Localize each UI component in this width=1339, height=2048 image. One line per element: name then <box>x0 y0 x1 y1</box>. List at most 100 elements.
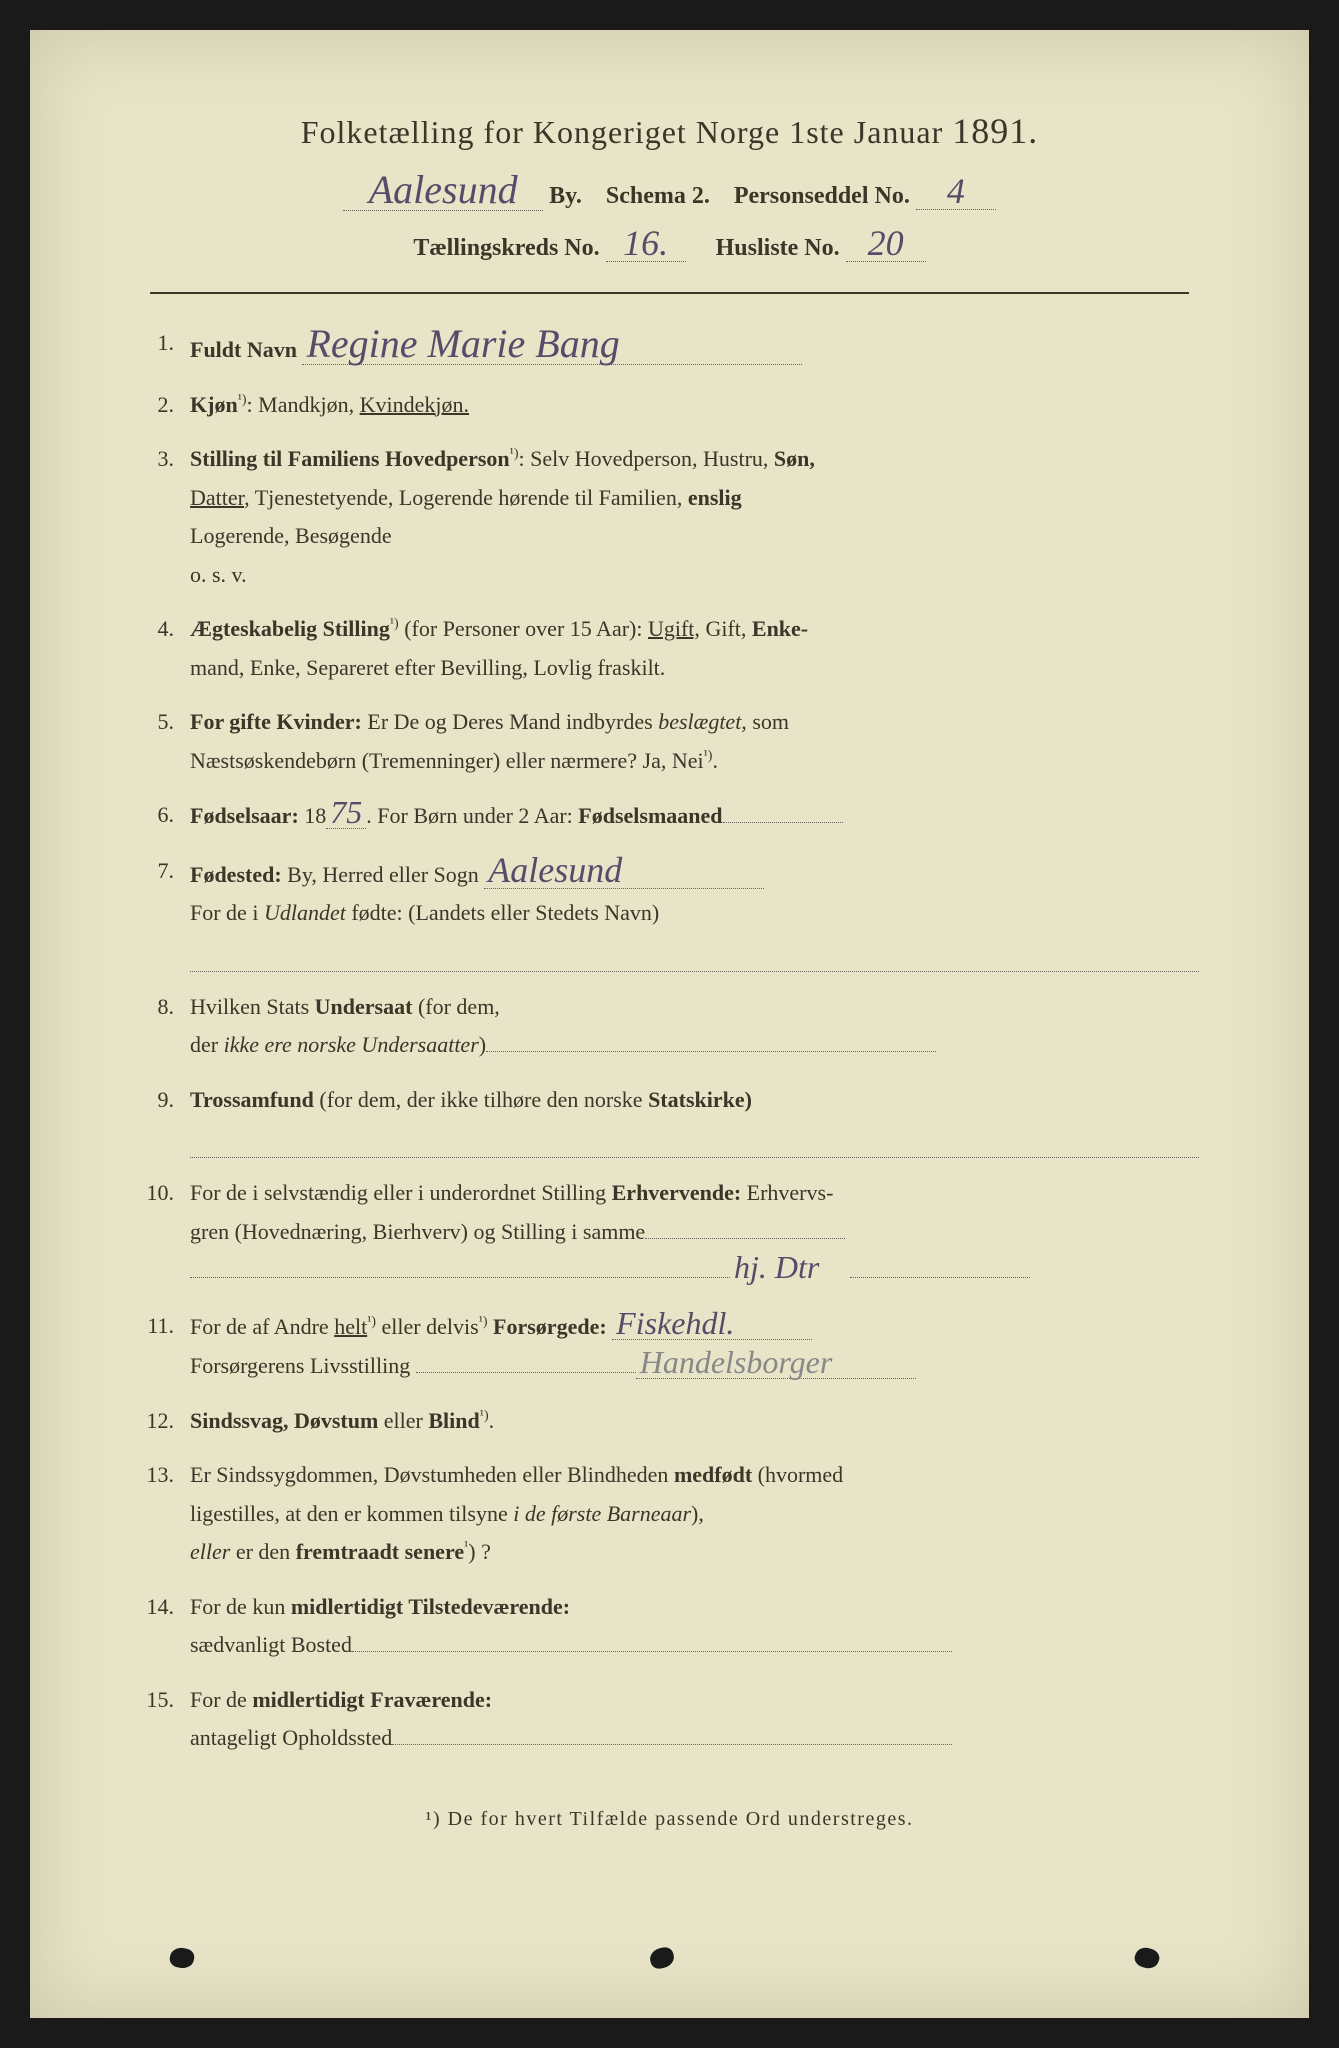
blank-line <box>190 1123 1199 1158</box>
field-label-2: Fødselsmaaned <box>578 803 722 828</box>
row-num: 14. <box>140 1588 190 1665</box>
row-11-supported: 11. For de af Andre helt¹) eller delvis¹… <box>140 1307 1199 1386</box>
row-content: Er Sindssygdommen, Døvstumheden eller Bl… <box>190 1456 1199 1572</box>
italic-text: beslægtet, <box>658 709 747 734</box>
underlined: helt <box>334 1314 367 1339</box>
kreds-line: Tællingskreds No. 16. Husliste No. 20 <box>120 225 1219 262</box>
text: : Selv Hovedperson, Hustru, <box>519 446 774 471</box>
field-label: midlertidigt Tilstedeværende: <box>291 1594 570 1619</box>
supported-hw2: Handelsborger <box>636 1346 916 1379</box>
row-7-birthplace: 7. Fødested: By, Herred eller Sogn Aales… <box>140 852 1199 972</box>
census-form-page: Folketælling for Kongeriget Norge 1ste J… <box>30 30 1309 2018</box>
text: ) ? <box>468 1539 491 1564</box>
field-label: Ægteskabelig Stilling <box>190 616 390 641</box>
row-num: 6. <box>140 796 190 836</box>
row-8-citizenship: 8. Hvilken Stats Undersaat (for dem, der… <box>140 988 1199 1065</box>
text: Gift, <box>700 616 752 641</box>
husliste-no: 20 <box>846 225 926 262</box>
kreds-no: 16. <box>606 225 686 262</box>
italic-text: ikke ere norske Undersaatter <box>224 1032 479 1057</box>
blank-line <box>352 1630 952 1652</box>
blank-line <box>645 1217 845 1239</box>
text: ) <box>479 1032 486 1057</box>
row-14-temporary-present: 14. For de kun midlertidigt Tilstedevære… <box>140 1588 1199 1665</box>
gender-selected: Kvindekjøn. <box>360 392 469 417</box>
row-9-religion: 9. Trossamfund (for dem, der ikke tilhør… <box>140 1081 1199 1159</box>
punch-hole-icon <box>1132 1944 1161 1971</box>
text: eller <box>378 1408 428 1433</box>
city-label: By. <box>549 183 582 209</box>
text: eller delvis <box>376 1314 479 1339</box>
footnote-ref: ¹) <box>367 1315 376 1330</box>
text: Logerende, Besøgende <box>190 523 392 548</box>
text: For de af Andre <box>190 1314 334 1339</box>
footnote-ref: ¹) <box>510 447 519 462</box>
row-content: Fødselsaar: 1875. For Børn under 2 Aar: … <box>190 796 1199 836</box>
punch-hole-icon <box>648 1945 676 1971</box>
header-divider <box>150 292 1189 294</box>
supported-hw1: Fiskehdl. <box>612 1307 812 1340</box>
personseddel-no: 4 <box>916 173 996 210</box>
text: fødte: (Landets eller Stedets Navn) <box>346 900 659 925</box>
footnote-ref: ¹) <box>238 392 247 407</box>
text: For de i <box>190 900 264 925</box>
footnote-ref: ¹) <box>390 617 399 632</box>
row-6-birthyear: 6. Fødselsaar: 1875. For Børn under 2 Aa… <box>140 796 1199 836</box>
title-year: 1891. <box>952 111 1038 151</box>
occupation-hw: hj. Dtr <box>730 1251 850 1283</box>
text: (for dem, der ikke tilhøre den norske <box>314 1087 648 1112</box>
row-num: 10. <box>140 1174 190 1291</box>
gender-text: : Mandkjøn, <box>247 392 360 417</box>
birthyear-hw: 75 <box>326 796 366 829</box>
field-label: For gifte Kvinder: <box>190 709 362 734</box>
text: (for dem, <box>412 994 499 1019</box>
text: ), <box>691 1501 704 1526</box>
row-content: Trossamfund (for dem, der ikke tilhøre d… <box>190 1081 1199 1159</box>
text: gren (Hovednæring, Bierhverv) og Stillin… <box>190 1219 645 1244</box>
title-text: Folketælling for Kongeriget Norge 1ste J… <box>301 114 944 150</box>
text: Er De og Deres Mand indbyrdes <box>362 709 658 734</box>
row-content: For gifte Kvinder: Er De og Deres Mand i… <box>190 703 1199 780</box>
marital-selected: Ugift, <box>648 616 700 641</box>
text: antageligt Opholdssted <box>190 1725 392 1750</box>
text: o. s. v. <box>190 562 247 587</box>
row-content: Sindssvag, Døvstum eller Blind¹). <box>190 1402 1199 1441</box>
blank-line <box>190 1256 730 1278</box>
field-label: Trossamfund <box>190 1087 314 1112</box>
footnote-ref: ¹) <box>704 748 713 763</box>
text: Tjenestetyende, Logerende hørende til Fa… <box>250 485 688 510</box>
city-handwritten: Aalesund <box>343 170 543 211</box>
position-selected: Datter, <box>190 485 250 510</box>
text: 18 <box>299 803 327 828</box>
text: sædvanligt Bosted <box>190 1632 352 1657</box>
field-label: Erhvervende: <box>612 1180 742 1205</box>
row-3-position: 3. Stilling til Familiens Hovedperson¹):… <box>140 440 1199 594</box>
field-label: Sindssvag, Døvstum <box>190 1408 378 1433</box>
row-content: For de kun midlertidigt Tilstedeværende:… <box>190 1588 1199 1665</box>
punch-hole-icon <box>168 1946 195 1970</box>
row-content: Stilling til Familiens Hovedperson¹): Se… <box>190 440 1199 594</box>
field-label: midlertidigt Fraværende: <box>252 1687 492 1712</box>
text: (hvormed <box>752 1462 843 1487</box>
row-content: Hvilken Stats Undersaat (for dem, der ik… <box>190 988 1199 1065</box>
text: mand, Enke, Separeret efter Bevilling, L… <box>190 655 665 680</box>
row-num: 15. <box>140 1681 190 1758</box>
name-handwritten: Regine Marie Bang <box>302 324 802 365</box>
field-label: Fødested: <box>190 862 282 887</box>
personseddel-label: Personseddel No. <box>734 183 910 209</box>
schema-label: Schema 2. <box>606 183 710 209</box>
text: Er Sindssygdommen, Døvstumheden eller Bl… <box>190 1462 674 1487</box>
row-num: 1. <box>140 324 190 370</box>
row-content: Fuldt Navn Regine Marie Bang <box>190 324 1199 370</box>
text: For de i selvstændig eller i underordnet… <box>190 1180 612 1205</box>
field-label: Stilling til Familiens Hovedperson <box>190 446 510 471</box>
blank-line <box>416 1351 636 1373</box>
text: Næstsøskendebørn (Tremenninger) eller næ… <box>190 748 704 773</box>
text: For de kun <box>190 1594 291 1619</box>
field-label-2: Blind <box>428 1408 479 1433</box>
text: Hvilken Stats <box>190 994 315 1019</box>
row-content: For de midlertidigt Fraværende: antageli… <box>190 1681 1199 1758</box>
row-content: For de i selvstændig eller i underordnet… <box>190 1174 1199 1291</box>
footnote-ref: ¹) <box>479 1315 488 1330</box>
row-num: 9. <box>140 1081 190 1159</box>
